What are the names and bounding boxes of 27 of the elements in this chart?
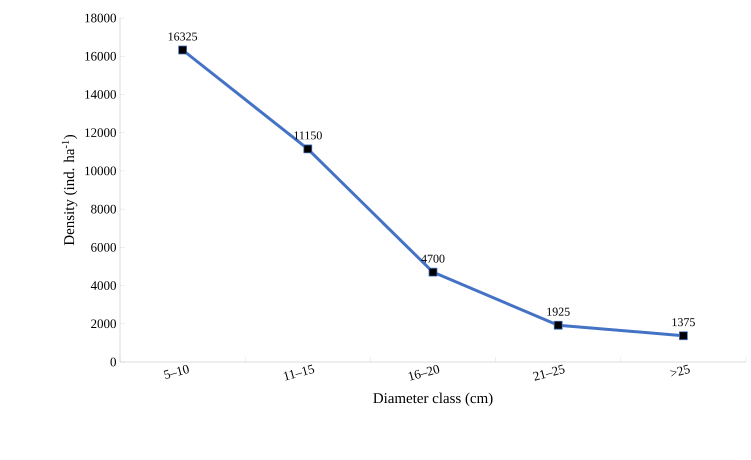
x-axis-title: Diameter class (cm) — [373, 392, 493, 406]
point — [554, 320, 563, 330]
x-tick-label: 16–20 — [408, 364, 440, 381]
point — [178, 46, 187, 54]
y-tick-label: 4000 — [90, 281, 116, 290]
y-tick-label: 8000 — [91, 204, 116, 214]
x-tick-label: >25 — [670, 364, 690, 376]
point — [679, 331, 688, 340]
y-tick-label: 12000 — [85, 128, 116, 138]
data-label: 16325 — [168, 32, 198, 41]
y-axis-title: Density (ind. ha$^{-1}$) — [62, 135, 78, 246]
y-tick-label: 10000 — [85, 166, 116, 176]
y-tick-label: 16000 — [85, 52, 116, 61]
x-tick-label: 21–25 — [533, 364, 565, 381]
point — [303, 144, 312, 154]
y-tick-label: 18000 — [85, 14, 116, 22]
data-label: 1925 — [547, 308, 570, 316]
data-label: 11150 — [294, 131, 322, 140]
point — [428, 268, 438, 277]
y-tick-label: 2000 — [91, 319, 116, 328]
y-tick-label: 0 — [110, 358, 116, 366]
data-label: 4700 — [421, 254, 444, 263]
y-tick-label: 6000 — [91, 242, 116, 252]
y-tick-label: 14000 — [85, 90, 116, 99]
data-label: 1375 — [672, 318, 695, 326]
x-tick-label: 5–10 — [164, 364, 189, 379]
x-tick-label: 11–15 — [284, 364, 314, 380]
